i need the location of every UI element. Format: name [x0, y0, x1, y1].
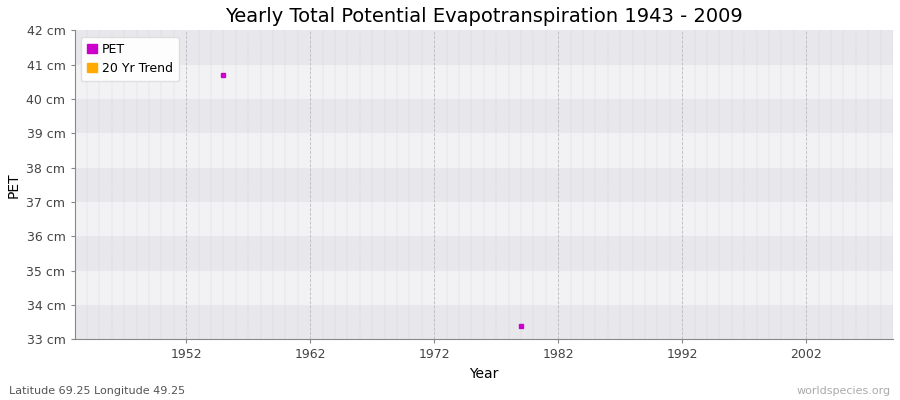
Bar	[75, 236, 893, 271]
Bar	[75, 271, 893, 305]
Legend: PET, 20 Yr Trend: PET, 20 Yr Trend	[81, 36, 179, 81]
Title: Yearly Total Potential Evapotranspiration 1943 - 2009: Yearly Total Potential Evapotranspiratio…	[225, 7, 742, 26]
Bar	[75, 65, 893, 99]
Bar	[75, 99, 893, 133]
Text: Latitude 69.25 Longitude 49.25: Latitude 69.25 Longitude 49.25	[9, 386, 185, 396]
X-axis label: Year: Year	[469, 367, 499, 381]
Bar	[75, 305, 893, 340]
Bar	[75, 168, 893, 202]
Text: worldspecies.org: worldspecies.org	[796, 386, 891, 396]
Bar	[75, 30, 893, 65]
Y-axis label: PET: PET	[7, 172, 21, 198]
Bar	[75, 133, 893, 168]
Bar	[75, 202, 893, 236]
